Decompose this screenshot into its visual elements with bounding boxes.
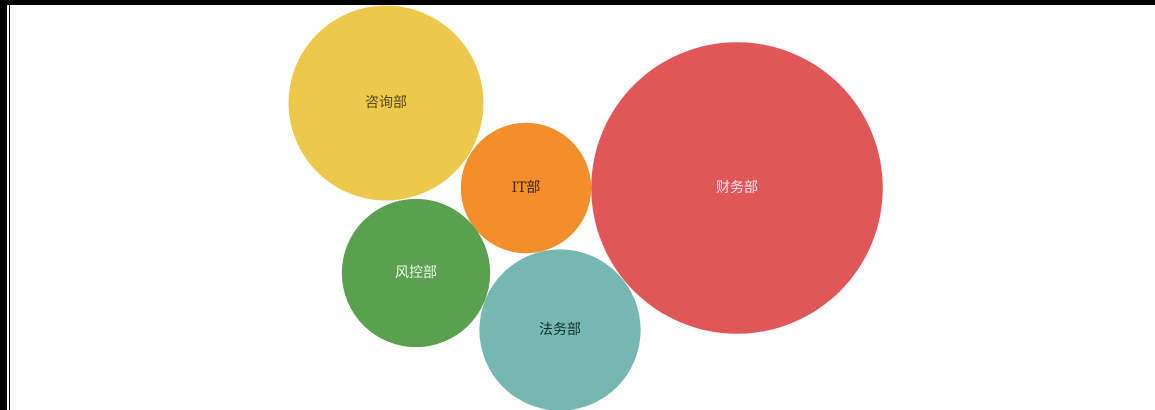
bubble-label-3: 风控部 — [395, 265, 437, 281]
bubble-label-0: 咨询部 — [365, 95, 407, 111]
bubble-4[interactable] — [479, 249, 641, 410]
bubble-label-4: 法务部 — [539, 322, 581, 338]
bubble-label-2: 财务部 — [716, 180, 758, 196]
bubble-0[interactable] — [288, 5, 484, 201]
canvas-edge — [7, 5, 9, 410]
bubble-2[interactable] — [591, 42, 883, 334]
bubble-label-1: IT部 — [512, 180, 541, 196]
bubble-3[interactable] — [341, 198, 491, 348]
bubble-1[interactable] — [460, 122, 592, 254]
